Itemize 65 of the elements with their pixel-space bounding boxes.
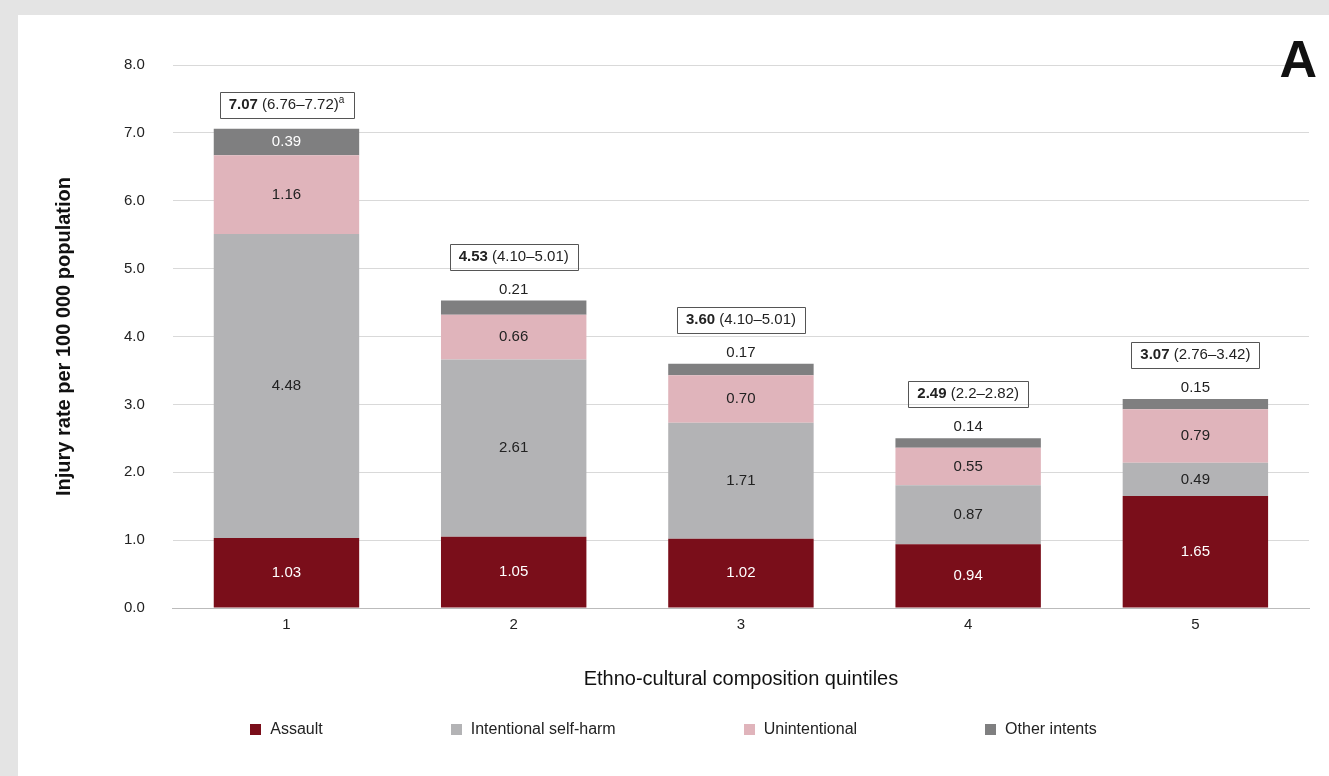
y-tick-label: 0.0 [123, 598, 145, 616]
total-label: 3.07 (2.76–3.42) [1140, 345, 1251, 363]
data-label: 0.49 [1180, 469, 1210, 487]
bar [213, 538, 360, 608]
data-label: 0.79 [1180, 426, 1210, 444]
bar [895, 447, 1041, 486]
bar [895, 438, 1041, 448]
bar [668, 375, 814, 423]
bar [1122, 398, 1269, 410]
bar [213, 155, 360, 235]
y-tick-label: 4.0 [123, 326, 145, 344]
legend-label: Intentional self-harm [470, 720, 616, 738]
x-tick-label: 2 [509, 615, 518, 633]
bar [440, 314, 587, 360]
x-tick-label: 5 [1191, 615, 1200, 633]
bar [1122, 409, 1269, 463]
total-label: 4.53 (4.10–5.01) [458, 246, 569, 264]
data-label: 0.21 [499, 279, 529, 297]
data-label: 2.61 [499, 438, 529, 456]
data-label: 0.39 [271, 132, 302, 150]
data-label: 0.15 [1180, 378, 1210, 396]
x-axis-title: Ethno-cultural composition quintiles [583, 666, 899, 689]
bar [1122, 496, 1269, 608]
y-tick-label: 8.0 [123, 55, 145, 73]
y-tick-label: 5.0 [123, 258, 145, 276]
y-axis-title: Injury rate per 100 000 population [51, 177, 74, 496]
bar [440, 536, 587, 608]
data-label: 0.66 [499, 327, 529, 345]
bar [668, 363, 814, 376]
data-label: 1.65 [1180, 541, 1210, 559]
y-tick-label: 7.0 [123, 123, 145, 141]
total-label: 3.60 (4.10–5.01) [685, 309, 796, 327]
bar [895, 485, 1041, 545]
bar [213, 234, 360, 539]
bar [895, 544, 1041, 608]
bar [440, 300, 587, 315]
legend-label: Other intents [1005, 720, 1097, 738]
data-label: 1.03 [271, 562, 302, 580]
annotation: A [1279, 30, 1317, 89]
bar [440, 359, 587, 537]
bar [668, 538, 814, 608]
data-label: 1.16 [271, 184, 302, 202]
bar [1122, 462, 1269, 497]
legend-label: Assault [270, 720, 323, 738]
x-tick-label: 3 [736, 615, 746, 633]
data-label: 1.05 [499, 562, 529, 580]
data-label: 0.87 [953, 504, 983, 522]
data-label: 0.17 [726, 342, 756, 360]
y-tick-label: 2.0 [123, 462, 145, 480]
data-label: 0.70 [726, 389, 756, 407]
x-tick-label: 4 [963, 615, 973, 633]
y-tick-label: 1.0 [123, 530, 145, 548]
data-label: 4.48 [271, 376, 302, 394]
data-label: 1.71 [726, 470, 756, 488]
data-label: 0.55 [953, 456, 983, 474]
data-label: 0.94 [953, 565, 983, 583]
bar [213, 128, 360, 156]
y-tick-label: 6.0 [123, 190, 145, 208]
data-label: 0.14 [953, 417, 983, 435]
y-tick-label: 3.0 [123, 394, 145, 412]
legend-label: Unintentional [763, 720, 858, 738]
bar [668, 422, 814, 539]
total-label: 2.49 (2.2–2.82) [917, 384, 1020, 402]
x-tick-label: 1 [282, 615, 291, 633]
data-label: 1.02 [726, 563, 756, 581]
